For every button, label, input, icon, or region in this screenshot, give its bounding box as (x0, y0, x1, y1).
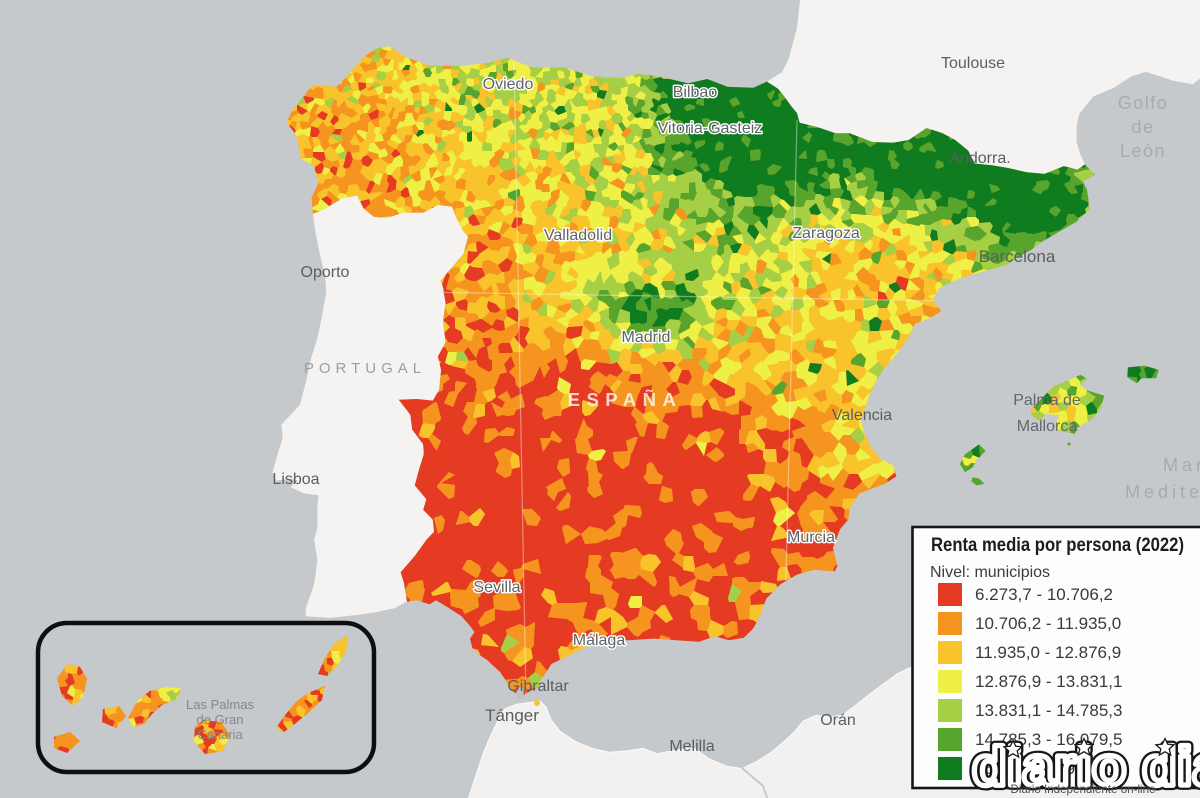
svg-text:10.706,2 - 11.935,0: 10.706,2 - 11.935,0 (975, 614, 1121, 633)
svg-text:Valladolid: Valladolid (544, 227, 612, 244)
svg-text:Las Palmas: Las Palmas (186, 697, 254, 712)
svg-text:Canaria: Canaria (197, 727, 243, 742)
svg-text:Renta media por persona (2022): Renta media por persona (2022) (931, 534, 1184, 556)
svg-text:Lisboa: Lisboa (272, 471, 319, 488)
svg-text:Palma de: Palma de (1013, 392, 1081, 409)
svg-text:Oporto: Oporto (301, 264, 350, 281)
svg-text:Murcia: Murcia (787, 529, 835, 546)
svg-text:Valencia: Valencia (832, 407, 892, 424)
svg-text:PORTUGAL: PORTUGAL (304, 360, 426, 377)
svg-text:16.079,5 - 19.246,1: 16.079,5 - 19.246,1 (975, 759, 1122, 778)
svg-text:Tánger: Tánger (485, 706, 539, 725)
svg-text:Golfo: Golfo (1118, 93, 1169, 113)
svg-text:Oviedo: Oviedo (483, 76, 534, 93)
svg-text:Mediterráneo: Mediterráneo (1125, 482, 1200, 502)
svg-text:12.876,9 - 13.831,1: 12.876,9 - 13.831,1 (975, 672, 1122, 691)
svg-text:11.935,0 - 12.876,9: 11.935,0 - 12.876,9 (975, 643, 1121, 662)
svg-text:Mallorca: Mallorca (1017, 418, 1078, 435)
svg-text:Toulouse: Toulouse (941, 55, 1005, 72)
svg-text:León: León (1120, 141, 1166, 161)
svg-text:de Gran: de Gran (197, 712, 244, 727)
svg-text:Nivel: municipios: Nivel: municipios (930, 564, 1050, 581)
svg-text:Vitoria-Gasteiz: Vitoria-Gasteiz (658, 120, 763, 137)
svg-text:Andorra.: Andorra. (949, 150, 1010, 167)
svg-text:6.273,7 - 10.706,2: 6.273,7 - 10.706,2 (975, 585, 1113, 604)
svg-text:Zaragoza: Zaragoza (792, 225, 860, 242)
svg-text:de: de (1131, 117, 1154, 137)
svg-text:ESPAÑA: ESPAÑA (568, 389, 683, 410)
svg-text:Bilbao: Bilbao (673, 84, 718, 101)
svg-text:Diario Independiente on-line: Diario Independiente on-line (1011, 782, 1156, 796)
svg-text:Gibraltar: Gibraltar (507, 678, 569, 695)
svg-text:Barcelona: Barcelona (979, 247, 1056, 266)
svg-text:Mar: Mar (1163, 455, 1200, 475)
svg-text:Orán: Orán (820, 712, 856, 729)
svg-text:Madrid: Madrid (622, 329, 671, 346)
svg-text:Melilla: Melilla (669, 738, 714, 755)
svg-text:13.831,1 - 14.785,3: 13.831,1 - 14.785,3 (975, 701, 1122, 720)
svg-text:Málaga: Málaga (573, 632, 626, 649)
svg-text:Sevilla: Sevilla (473, 579, 520, 596)
